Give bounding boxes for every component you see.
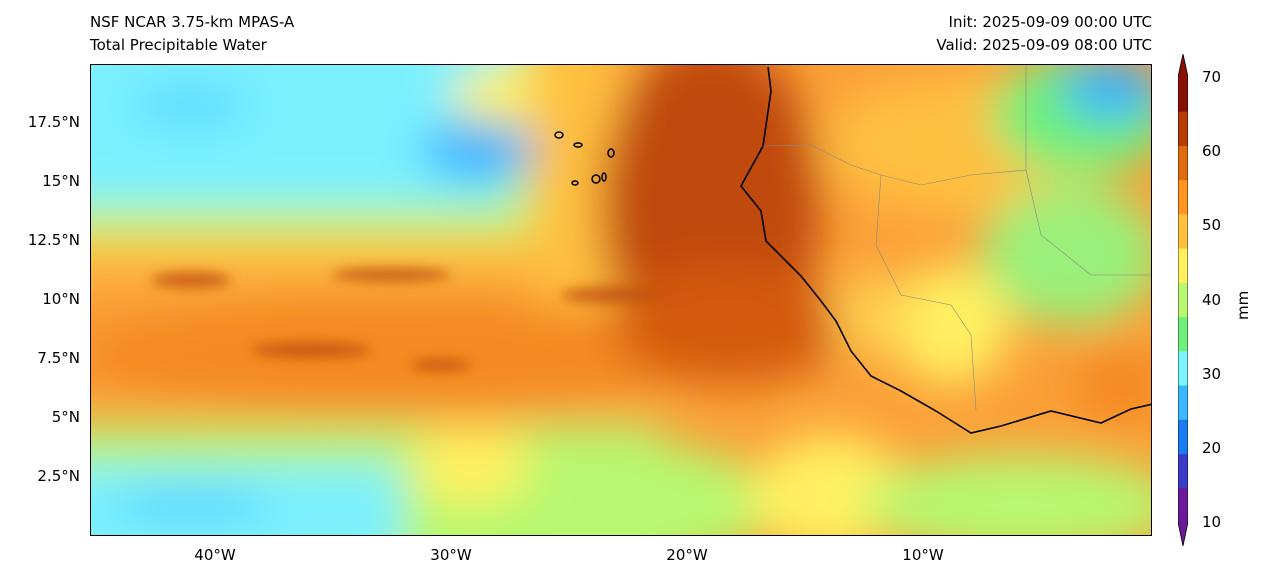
- colorbar-segment: [1178, 350, 1188, 386]
- colorbar-max-arrow: [1178, 54, 1188, 77]
- lon-tick: 30°W: [430, 546, 472, 564]
- lon-tick: 20°W: [666, 546, 708, 564]
- colorbar-tick: 30: [1202, 365, 1222, 383]
- colorbar-segment: [1178, 385, 1188, 420]
- lat-tick: 12.5°N: [27, 231, 80, 249]
- title-variable: Total Precipitable Water: [90, 36, 267, 54]
- lat-tick: 2.5°N: [37, 467, 80, 485]
- lat-tick: 17.5°N: [27, 113, 80, 131]
- colorbar-min-arrow: [1178, 522, 1188, 546]
- colorbar-label: mm: [1234, 290, 1252, 320]
- colorbar-tick: 60: [1202, 142, 1222, 160]
- colorbar-tick: 50: [1202, 216, 1222, 234]
- colorbar: [1178, 54, 1188, 546]
- colorbar-segment: [1178, 179, 1188, 215]
- colorbar-segment: [1178, 213, 1188, 249]
- colorbar-segment: [1178, 248, 1188, 283]
- colorbar-segment: [1178, 282, 1188, 318]
- colorbar-segment: [1178, 316, 1188, 352]
- colorbar-tick: 20: [1202, 439, 1222, 457]
- colorbar-tick: 40: [1202, 291, 1222, 309]
- colorbar-segment: [1178, 419, 1188, 455]
- colorbar-tick: 70: [1202, 68, 1222, 86]
- title-model: NSF NCAR 3.75-km MPAS-A: [90, 13, 295, 31]
- valid-time: Valid: 2025-09-09 08:00 UTC: [936, 36, 1152, 54]
- init-time: Init: 2025-09-09 00:00 UTC: [948, 13, 1152, 31]
- lon-tick: 40°W: [194, 546, 236, 564]
- tpw-map: [90, 64, 1152, 536]
- lat-tick: 15°N: [42, 172, 80, 190]
- colorbar-segment: [1178, 487, 1188, 523]
- lon-tick: 10°W: [902, 546, 944, 564]
- colorbar-segment: [1178, 145, 1188, 181]
- colorbar-tick: 10: [1202, 513, 1222, 531]
- lat-tick: 7.5°N: [37, 349, 80, 367]
- colorbar-segment: [1178, 453, 1188, 489]
- lat-tick: 5°N: [51, 408, 80, 426]
- colorbar-segment: [1178, 111, 1188, 146]
- colorbar-segment: [1178, 77, 1188, 112]
- lat-tick: 10°N: [42, 290, 80, 308]
